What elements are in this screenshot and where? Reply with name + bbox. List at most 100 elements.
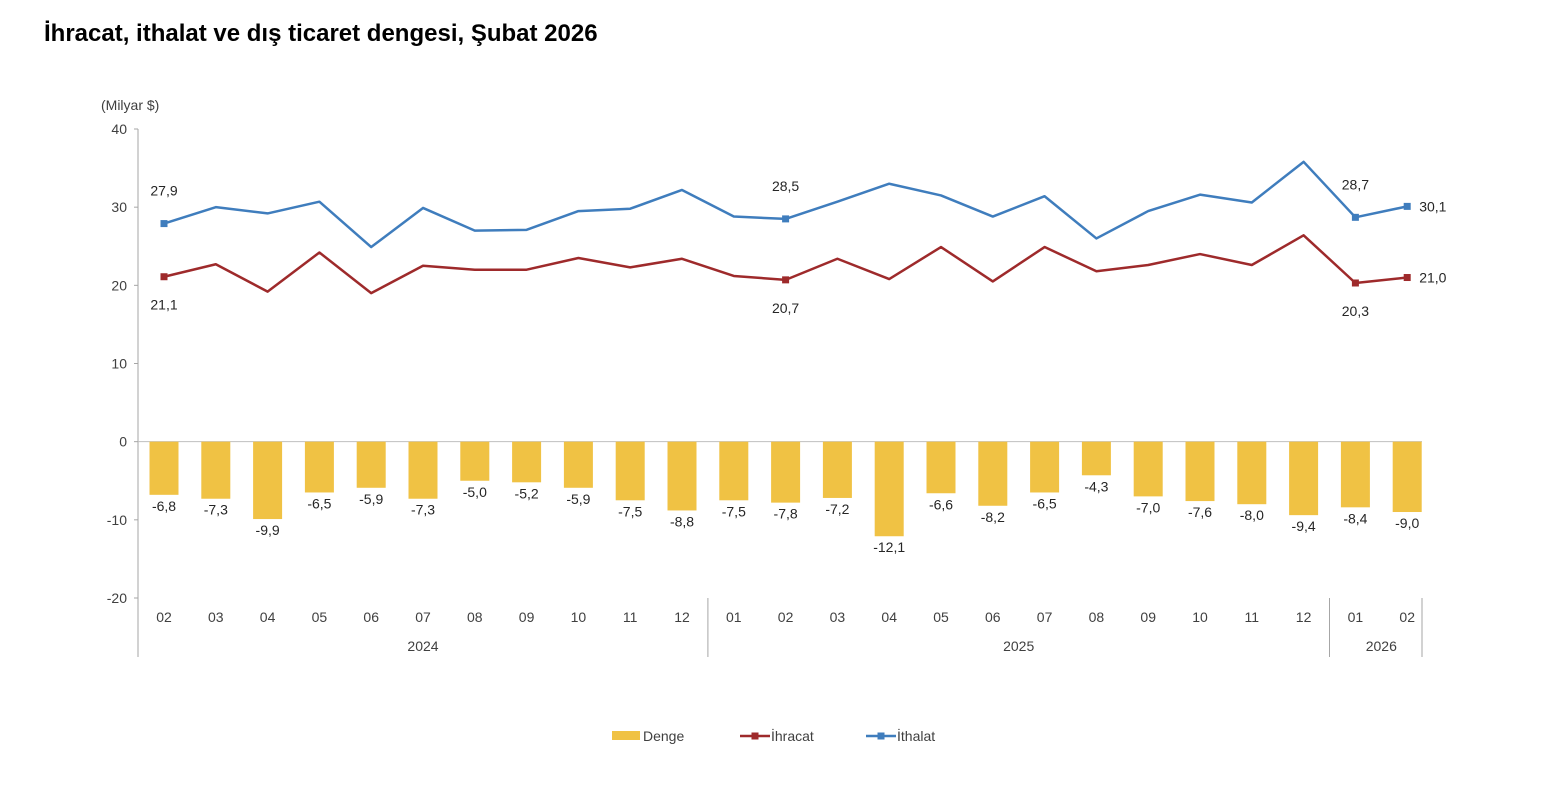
denge-data-label: -6,5 [307,495,331,511]
denge-data-label: -4,3 [1084,478,1108,494]
y-tick-label: 20 [111,277,127,293]
denge-bar [615,441,645,501]
ithalat-data-label: 28,5 [772,178,799,194]
y-tick-label: 30 [111,199,127,215]
denge-data-label: -7,3 [411,502,435,518]
denge-data-label: -6,6 [929,496,953,512]
ithalat-data-label: 27,9 [150,183,177,199]
x-tick-label: 12 [1296,609,1312,625]
x-tick-label: 03 [208,609,224,625]
ihracat-data-label: 20,7 [772,300,799,316]
denge-bar [926,441,956,494]
x-tick-label: 02 [778,609,794,625]
x-tick-label: 10 [1192,609,1208,625]
x-tick-label: 01 [726,609,742,625]
x-tick-label: 08 [467,609,483,625]
y-tick-label: 10 [111,356,127,372]
ihracat-marker [1351,279,1359,287]
y-tick-label: 40 [111,121,127,137]
denge-bar [978,441,1008,506]
y-tick-label: -10 [107,512,127,528]
denge-data-label: -6,5 [1033,495,1057,511]
x-tick-label: 10 [571,609,587,625]
denge-bar [201,441,231,499]
denge-bar [1340,441,1370,508]
denge-data-label: -7,6 [1188,504,1212,520]
y-axis-unit-label: (Milyar $) [101,97,159,113]
ithalat-marker [1403,202,1411,210]
denge-bar [1289,441,1319,516]
ithalat-data-label: 30,1 [1419,198,1446,214]
denge-data-label: -8,0 [1240,507,1264,523]
legend-swatch-denge [612,731,640,740]
chart-title: İhracat, ithalat ve dış ticaret dengesi,… [44,20,598,47]
ithalat-data-label: 28,7 [1342,176,1369,192]
denge-data-label: -9,0 [1395,515,1419,531]
x-tick-label: 11 [1245,609,1260,625]
ihracat-data-label: 20,3 [1342,303,1369,319]
ithalat-marker [782,215,790,223]
ihracat-line [163,234,1408,295]
x-tick-label: 04 [260,609,276,625]
denge-bar [1030,441,1060,493]
denge-data-label: -9,4 [1292,518,1316,534]
x-tick-label: 06 [363,609,379,625]
denge-data-label: -8,8 [670,513,694,529]
x-tick-label: 02 [1399,609,1415,625]
denge-data-label: -7,8 [774,506,798,522]
denge-data-label: -5,0 [463,484,487,500]
x-tick-label: 07 [1037,609,1053,625]
denge-data-label: -8,2 [981,509,1005,525]
denge-bar [563,441,593,488]
year-group-label: 2025 [1003,638,1034,654]
year-group-label: 2026 [1366,638,1397,654]
legend-label-ihracat: İhracat [771,727,814,744]
x-tick-label: 08 [1089,609,1105,625]
year-group-label: 2024 [407,638,438,654]
x-tick-label: 11 [623,609,638,625]
denge-bar [512,441,542,483]
x-tick-label: 07 [415,609,431,625]
denge-data-label: -5,9 [566,491,590,507]
ihracat-marker [160,273,168,281]
denge-data-label: -5,9 [359,491,383,507]
x-tick-label: 09 [519,609,535,625]
ihracat-data-label: 21,1 [150,297,177,313]
x-tick-label: 04 [881,609,897,625]
denge-bar [822,441,852,498]
denge-bar [1237,441,1267,505]
x-tick-label: 05 [933,609,949,625]
denge-data-label: -7,0 [1136,499,1160,515]
ithalat-line [163,160,1408,249]
ihracat-marker [1403,274,1411,282]
legend-label-ithalat: İthalat [897,727,935,744]
denge-bar [460,441,490,481]
ihracat-marker [782,276,790,284]
x-tick-label: 02 [156,609,172,625]
y-tick-label: 0 [119,434,127,450]
ihracat-data-label: 21,0 [1419,270,1446,286]
denge-bar [1392,441,1422,513]
denge-data-label: -6,8 [152,498,176,514]
denge-bar [1133,441,1163,497]
legend-marker-ihracat [751,732,759,740]
x-tick-label: 06 [985,609,1001,625]
denge-data-label: -5,2 [515,485,539,501]
denge-data-label: -12,1 [873,539,905,555]
denge-data-label: -7,5 [722,503,746,519]
denge-data-label: -7,3 [204,502,228,518]
denge-bar [719,441,749,501]
y-tick-label: -20 [107,590,127,606]
denge-bar [356,441,386,488]
denge-bar [1185,441,1215,502]
denge-bar [149,441,179,495]
legend-marker-ithalat [877,732,885,740]
legend-label-denge: Denge [643,728,684,744]
denge-bar [1081,441,1111,476]
x-tick-label: 05 [312,609,328,625]
denge-data-label: -9,9 [256,522,280,538]
ithalat-marker [160,220,168,228]
denge-bar [667,441,697,511]
x-tick-label: 03 [830,609,846,625]
